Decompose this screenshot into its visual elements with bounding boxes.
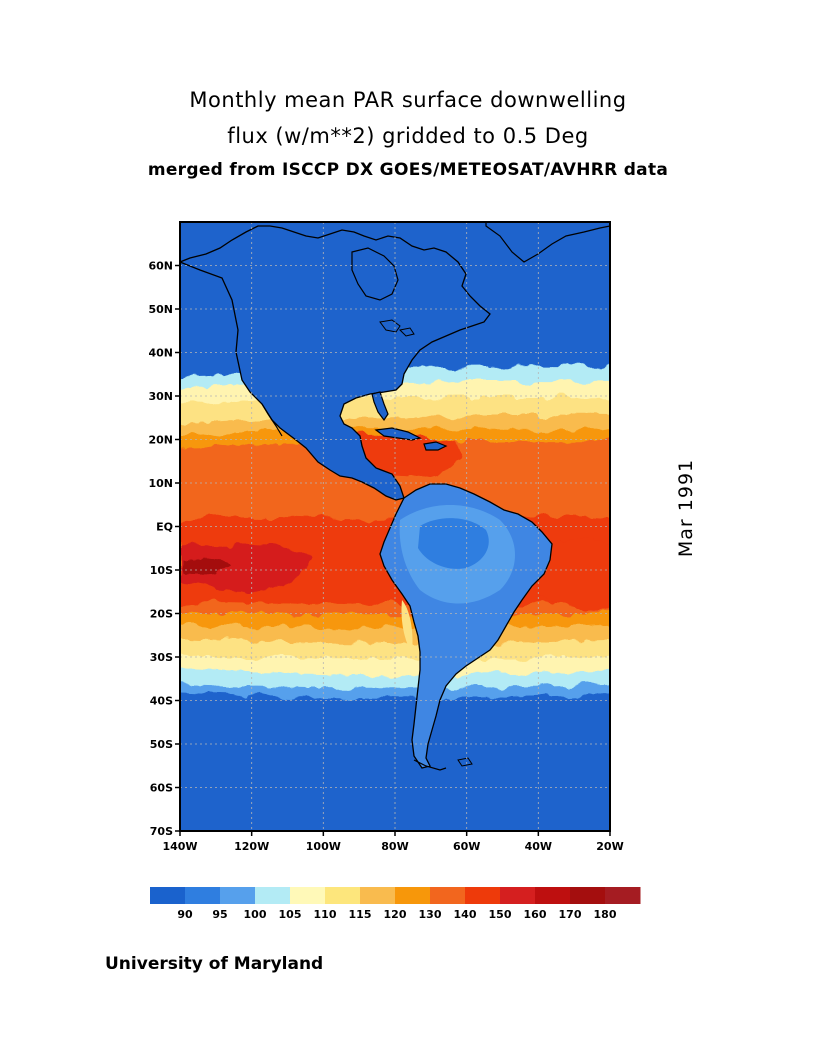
colorbar-label: 115 — [349, 908, 372, 921]
colorbar-swatch — [360, 887, 396, 904]
title-line-1: Monthly mean PAR surface downwelling — [189, 88, 627, 112]
y-axis: 60N 50N 40N 30N 20N 10N EQ 10S 20S 30S 40S 50S 60S 70… — [148, 260, 180, 838]
atlantic-warm — [540, 538, 610, 611]
y-tick-label: 70S — [150, 825, 173, 838]
tropic-hottest — [182, 558, 228, 574]
x-tick-label: 140W — [162, 840, 197, 853]
colorbar-label: 105 — [279, 908, 302, 921]
colorbar-label: 160 — [524, 908, 547, 921]
y-tick-label: 40S — [150, 695, 173, 708]
land-masses — [180, 222, 610, 771]
north-america — [180, 225, 491, 501]
great-lakes — [379, 319, 415, 337]
falklands — [457, 757, 473, 767]
atacama-warm — [401, 600, 413, 654]
colorbar-label: 150 — [489, 908, 512, 921]
colorbar-swatch — [150, 887, 186, 904]
x-axis: 140W 120W 100W 80W 60W 40W 20W — [162, 831, 624, 853]
colorbar: 90 95 100 105 110 115 120 130 140 150 160 170 180 — [150, 887, 641, 921]
x-tick-label: 40W — [525, 840, 552, 853]
y-tick-label: 30N — [148, 390, 173, 403]
y-tick-label: 50S — [150, 738, 173, 751]
gridlines — [180, 222, 610, 831]
y-tick-label: EQ — [156, 521, 173, 534]
amazon-blue — [418, 518, 489, 569]
colorbar-label: 100 — [244, 908, 267, 921]
colorbar-swatch — [500, 887, 536, 904]
colorbar-swatch — [430, 887, 466, 904]
x-tick-label: 120W — [234, 840, 269, 853]
y-tick-label: 30S — [150, 651, 173, 664]
colorbar-swatch — [255, 887, 291, 904]
tierra-del-fuego — [413, 759, 447, 771]
colorbar-label: 120 — [384, 908, 407, 921]
y-tick-label: 10S — [150, 564, 173, 577]
date-label-text: Mar 1991 — [675, 458, 697, 558]
y-tick-label: 40N — [148, 347, 173, 360]
colorbar-swatch — [290, 887, 326, 904]
colorbar-label: 170 — [559, 908, 582, 921]
credit-label: University of Maryland — [105, 954, 324, 974]
hispaniola — [423, 441, 448, 451]
colorbar-label: 95 — [212, 908, 227, 921]
x-tick-label: 20W — [596, 840, 623, 853]
y-tick-label: 50N — [148, 303, 173, 316]
tropic-hot — [180, 544, 312, 590]
y-tick-label: 20S — [150, 608, 173, 621]
title-line-2: flux (w/m**2) gridded to 0.5 Deg — [227, 124, 589, 148]
x-tick-label: 80W — [381, 840, 408, 853]
colorbar-swatch — [465, 887, 501, 904]
colorbar-swatch — [185, 887, 221, 904]
x-tick-label: 100W — [306, 840, 341, 853]
colorbar-label: 130 — [419, 908, 442, 921]
colorbar-label: 140 — [454, 908, 477, 921]
florida — [371, 391, 389, 422]
colorbar-swatch — [395, 887, 431, 904]
colorbar-label: 180 — [594, 908, 617, 921]
colorbar-swatch — [325, 887, 361, 904]
colorbar-swatch — [220, 887, 256, 904]
colorbar-label: 90 — [177, 908, 193, 921]
map-field — [180, 222, 610, 831]
colorbar-swatch — [605, 887, 641, 904]
baja-california — [261, 403, 283, 437]
x-tick-label: 60W — [453, 840, 480, 853]
colorbar-label: 110 — [314, 908, 337, 921]
greenland-tip — [485, 222, 610, 263]
y-tick-label: 60N — [148, 260, 173, 273]
hudson-bay — [351, 247, 399, 301]
y-tick-label: 10N — [148, 477, 173, 490]
title-line-3: merged from ISCCP DX GOES/METEOSAT/AVHRR… — [147, 160, 669, 180]
colorbar-swatch — [570, 887, 606, 904]
y-tick-label: 60S — [150, 782, 173, 795]
y-tick-label: 20N — [148, 434, 173, 447]
colorbar-swatch — [535, 887, 571, 904]
